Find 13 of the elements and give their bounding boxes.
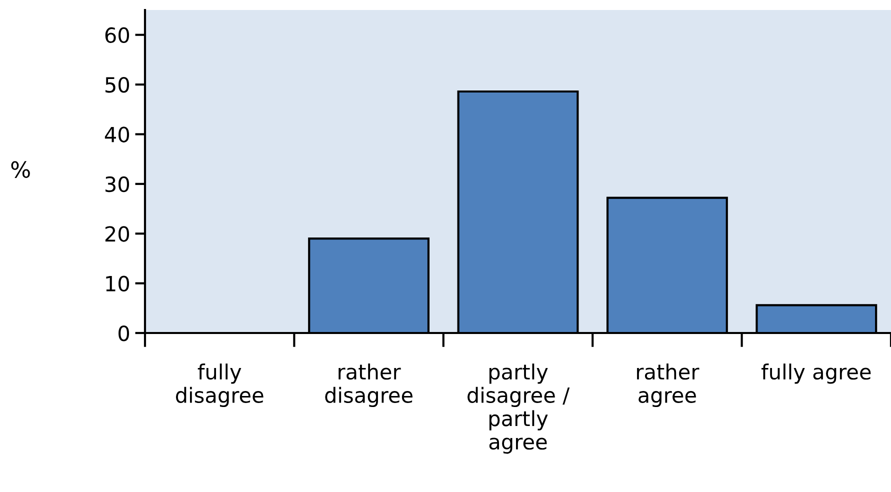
- y-tick-label: 50: [106, 76, 130, 93]
- y-axis-title: %: [11, 161, 30, 178]
- y-tick-label: 60: [105, 27, 130, 44]
- x-tick-label: rather disagree: [325, 364, 412, 408]
- y-tick-label: 10: [106, 276, 130, 292]
- x-tick-label: rather agree: [637, 364, 700, 408]
- y-tick-label: 20: [105, 226, 130, 242]
- y-tick-label: 0: [118, 325, 130, 342]
- y-tick-label: 40: [104, 126, 130, 142]
- x-tick-label: fully agree: [761, 364, 871, 384]
- y-tick-label: 30: [105, 176, 130, 192]
- x-tick-label: fully disagree: [176, 364, 264, 408]
- x-tick-label: partly disagree / partly agree: [468, 364, 570, 454]
